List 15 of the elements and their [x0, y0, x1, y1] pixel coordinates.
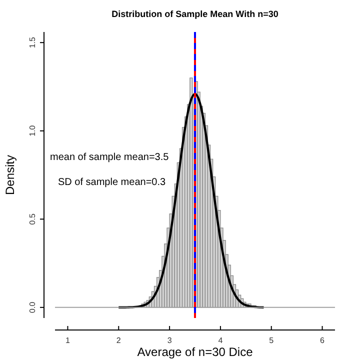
- x-tick-label: 2: [116, 336, 122, 345]
- annotation: SD of sample mean=0.3: [58, 177, 166, 188]
- y-axis-title: Density: [3, 154, 17, 196]
- x-axis-title: Average of n=30 Dice: [137, 345, 254, 359]
- x-tick-label: 6: [320, 336, 326, 345]
- chart-title: Distribution of Sample Mean With n=30: [112, 9, 278, 19]
- y-tick-label: 1.5: [28, 36, 37, 48]
- y-tick-label: 0.0: [28, 301, 37, 313]
- annotation: mean of sample mean=3.5: [50, 152, 170, 163]
- x-tick-label: 5: [269, 336, 274, 345]
- y-tick-label: 1.0: [28, 124, 37, 136]
- y-tick-label: 0.5: [28, 213, 37, 225]
- x-tick-label: 1: [66, 336, 70, 345]
- x-tick-label: 4: [218, 336, 224, 345]
- x-tick-label: 3: [167, 336, 172, 345]
